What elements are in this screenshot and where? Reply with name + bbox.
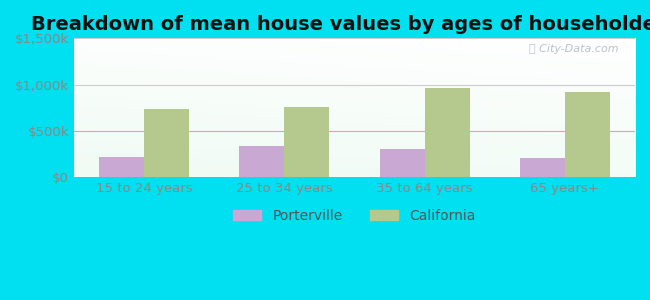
Bar [565, 92, 610, 177]
Text: ⓘ City-Data.com: ⓘ City-Data.com [528, 44, 618, 54]
Bar [424, 88, 469, 177]
Bar [144, 109, 189, 177]
Bar [284, 107, 330, 177]
Bar [380, 149, 424, 177]
Bar [99, 157, 144, 177]
Bar [520, 158, 565, 177]
Bar [239, 146, 284, 177]
Title: Breakdown of mean house values by ages of householders: Breakdown of mean house values by ages o… [31, 15, 650, 34]
Legend: Porterville, California: Porterville, California [228, 203, 481, 228]
